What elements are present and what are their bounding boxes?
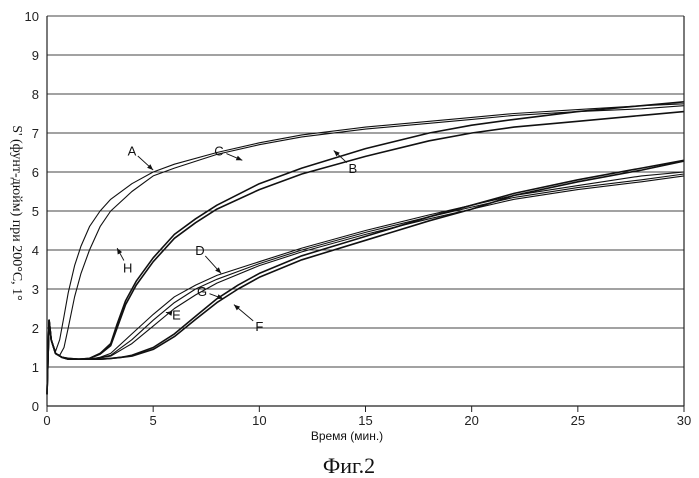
y-tick-label: 5 <box>32 204 39 219</box>
x-tick-label: 30 <box>677 413 691 428</box>
curves <box>47 102 684 395</box>
y-tick-label: 8 <box>32 87 39 102</box>
curve-label-a: A <box>128 144 137 159</box>
series-line-e <box>47 176 684 394</box>
gridlines <box>47 16 684 367</box>
curve-label-e: E <box>172 307 181 322</box>
y-axis-label: S' (фунт-дюйм) при 200°С, 1° <box>9 125 24 301</box>
y-tick-label: 0 <box>32 399 39 414</box>
x-tick-label: 25 <box>571 413 585 428</box>
y-tick-label: 7 <box>32 126 39 141</box>
series-line-d <box>47 172 684 394</box>
curve-label-c: C <box>214 144 223 159</box>
y-tick-label: 10 <box>25 9 39 24</box>
curve-label-g: G <box>197 284 207 299</box>
y-tick-label: 9 <box>32 48 39 63</box>
curve-label-h: H <box>123 261 132 276</box>
y-tick-label: 1 <box>32 360 39 375</box>
y-tick-label: 4 <box>32 243 39 258</box>
x-tick-labels: 0 5 10 15 20 25 30 <box>43 413 691 428</box>
y-tick-labels: 0 1 2 3 4 5 6 7 8 9 10 <box>25 9 39 414</box>
y-tick-label: 6 <box>32 165 39 180</box>
x-axis-label: Время (мин.) <box>311 429 383 443</box>
x-tick-label: 10 <box>252 413 266 428</box>
curve-label-d: D <box>195 243 204 258</box>
x-tick-label: 20 <box>464 413 478 428</box>
x-tick-label: 0 <box>43 413 50 428</box>
y-tick-label: 2 <box>32 321 39 336</box>
figure-caption: Фиг.2 <box>323 453 375 478</box>
curve-label-f: F <box>255 319 263 334</box>
x-tick-label: 5 <box>150 413 157 428</box>
x-tick-label: 15 <box>358 413 372 428</box>
series-line-c <box>47 102 684 395</box>
curve-label-b: B <box>348 161 357 176</box>
y-tick-label: 3 <box>32 282 39 297</box>
series-line-g <box>47 174 684 394</box>
